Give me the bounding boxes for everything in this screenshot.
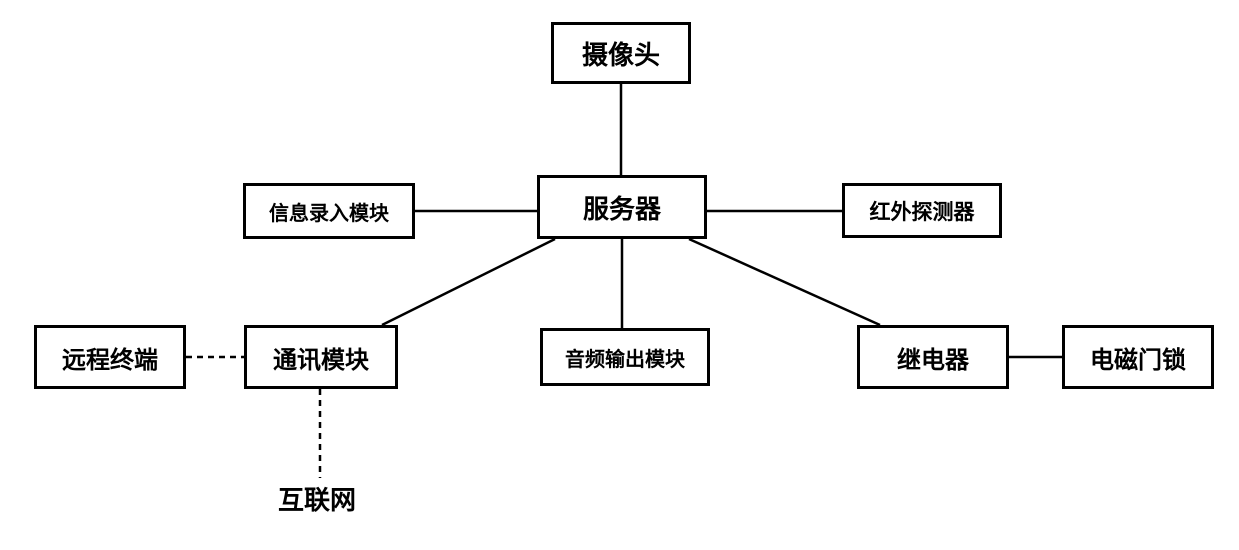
node-comm: 通讯模块 xyxy=(244,325,398,389)
node-info-input-label: 信息录入模块 xyxy=(269,197,389,226)
label-internet: 互联网 xyxy=(278,480,356,517)
label-internet-text: 互联网 xyxy=(278,486,356,515)
node-audio-label: 音频输出模块 xyxy=(565,343,685,372)
edge-server-relay xyxy=(689,239,880,325)
node-camera: 摄像头 xyxy=(551,22,691,84)
node-server: 服务器 xyxy=(537,175,707,239)
node-camera-label: 摄像头 xyxy=(582,35,660,72)
node-remote: 远程终端 xyxy=(34,325,186,389)
node-info-input: 信息录入模块 xyxy=(243,183,415,239)
node-remote-label: 远程终端 xyxy=(62,340,158,375)
node-ir-detector: 红外探测器 xyxy=(842,183,1002,238)
node-relay-label: 继电器 xyxy=(897,340,969,375)
node-doorlock-label: 电磁门锁 xyxy=(1090,340,1186,375)
node-relay: 继电器 xyxy=(857,325,1009,389)
node-doorlock: 电磁门锁 xyxy=(1062,325,1214,389)
node-server-label: 服务器 xyxy=(583,189,661,226)
node-comm-label: 通讯模块 xyxy=(273,340,369,375)
node-audio: 音频输出模块 xyxy=(540,328,710,386)
edge-server-comm xyxy=(382,239,555,325)
node-ir-detector-label: 红外探测器 xyxy=(870,196,975,226)
